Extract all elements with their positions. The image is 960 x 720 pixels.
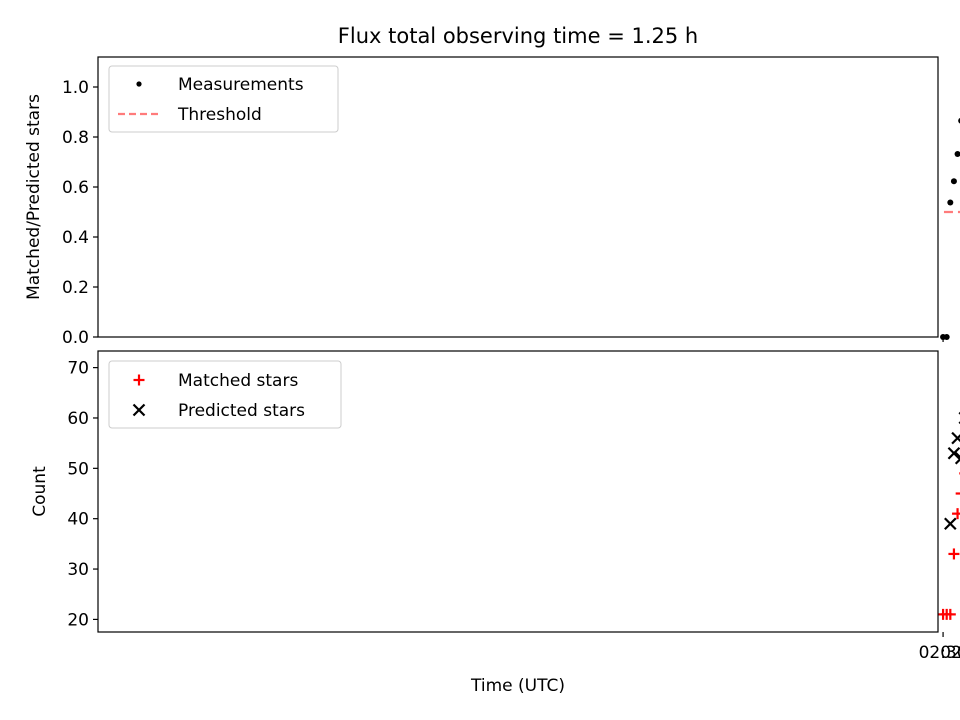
- predicted-star-point: [951, 431, 960, 445]
- bottom-ytick-label: 70: [67, 359, 89, 379]
- bottom-legend: Matched stars Predicted stars: [108, 360, 342, 429]
- predicted-star-point: [954, 451, 960, 465]
- bottom-ytick-label: 40: [67, 510, 89, 530]
- legend-measurements-label: Measurements: [178, 75, 304, 95]
- matched-star-point: [937, 608, 949, 620]
- top-ytick-label: 0.2: [62, 278, 89, 298]
- legend-threshold-label: Threshold: [177, 105, 262, 125]
- legend-matched-marker: [133, 374, 145, 386]
- top-ytick-label: 0.4: [62, 228, 89, 248]
- x-axis-label: Time (UTC): [470, 676, 565, 696]
- top-data-marks: [940, 117, 960, 340]
- legend-predicted-marker: [132, 403, 146, 417]
- matched-star-point: [948, 548, 960, 560]
- measurement-point: [947, 199, 954, 206]
- top-panel: 0.0 0.2 0.4 0.6 0.8 1.0 Matched/Predicted sta…: [24, 56, 960, 348]
- top-ytick-label: 0.0: [62, 328, 89, 348]
- bottom-ytick-label: 60: [67, 409, 89, 429]
- top-legend-box: [108, 65, 339, 133]
- top-y-ticks: 0.0 0.2 0.4 0.6 0.8 1.0: [62, 78, 98, 348]
- top-ytick-label: 0.8: [62, 128, 89, 148]
- legend-x-glyph: [132, 403, 146, 417]
- bottom-ytick-label: 50: [67, 459, 89, 479]
- measurement-point: [954, 151, 960, 157]
- top-legend: Measurements Threshold: [108, 65, 339, 133]
- legend-plus-glyph: [133, 374, 145, 386]
- top-y-axis-label: Matched/Predicted stars: [24, 94, 44, 300]
- chart-title: Flux total observing time = 1.25 h: [338, 24, 698, 48]
- top-axes-frame: [97, 56, 939, 338]
- bottom-data-marks: [937, 411, 960, 620]
- matched-star-point: [952, 508, 960, 520]
- bottom-y-axis-label: Count: [30, 466, 50, 517]
- bottom-x-ticks: 22:0022:3023:0023:3000:0000:3001:0001:30…: [919, 632, 960, 663]
- bottom-ytick-label: 30: [67, 560, 89, 580]
- top-ytick-label: 1.0: [62, 78, 89, 98]
- bottom-panel: 20 30 40 50 60 70 22:0022:3023:0023:3000:0000…: [30, 350, 960, 696]
- bottom-ytick-label: 20: [67, 610, 89, 630]
- bottom-legend-box: [108, 360, 342, 429]
- legend-matched-label: Matched stars: [178, 371, 298, 391]
- bottom-axes-frame: [97, 350, 939, 633]
- predicted-star-point: [947, 446, 960, 460]
- xtick-label: 02:30: [919, 643, 960, 663]
- top-ytick-label: 0.6: [62, 178, 89, 198]
- legend-predicted-label: Predicted stars: [178, 401, 305, 421]
- predicted-star-point: [944, 517, 957, 531]
- top-x-ticks: [942, 337, 944, 342]
- measurement-point: [950, 178, 957, 185]
- legend-measurements-marker: [136, 81, 142, 87]
- matched-star-point: [955, 492, 960, 495]
- xtick-label: 02:00: [940, 643, 960, 663]
- bottom-y-ticks: 20 30 40 50 60 70: [67, 359, 98, 630]
